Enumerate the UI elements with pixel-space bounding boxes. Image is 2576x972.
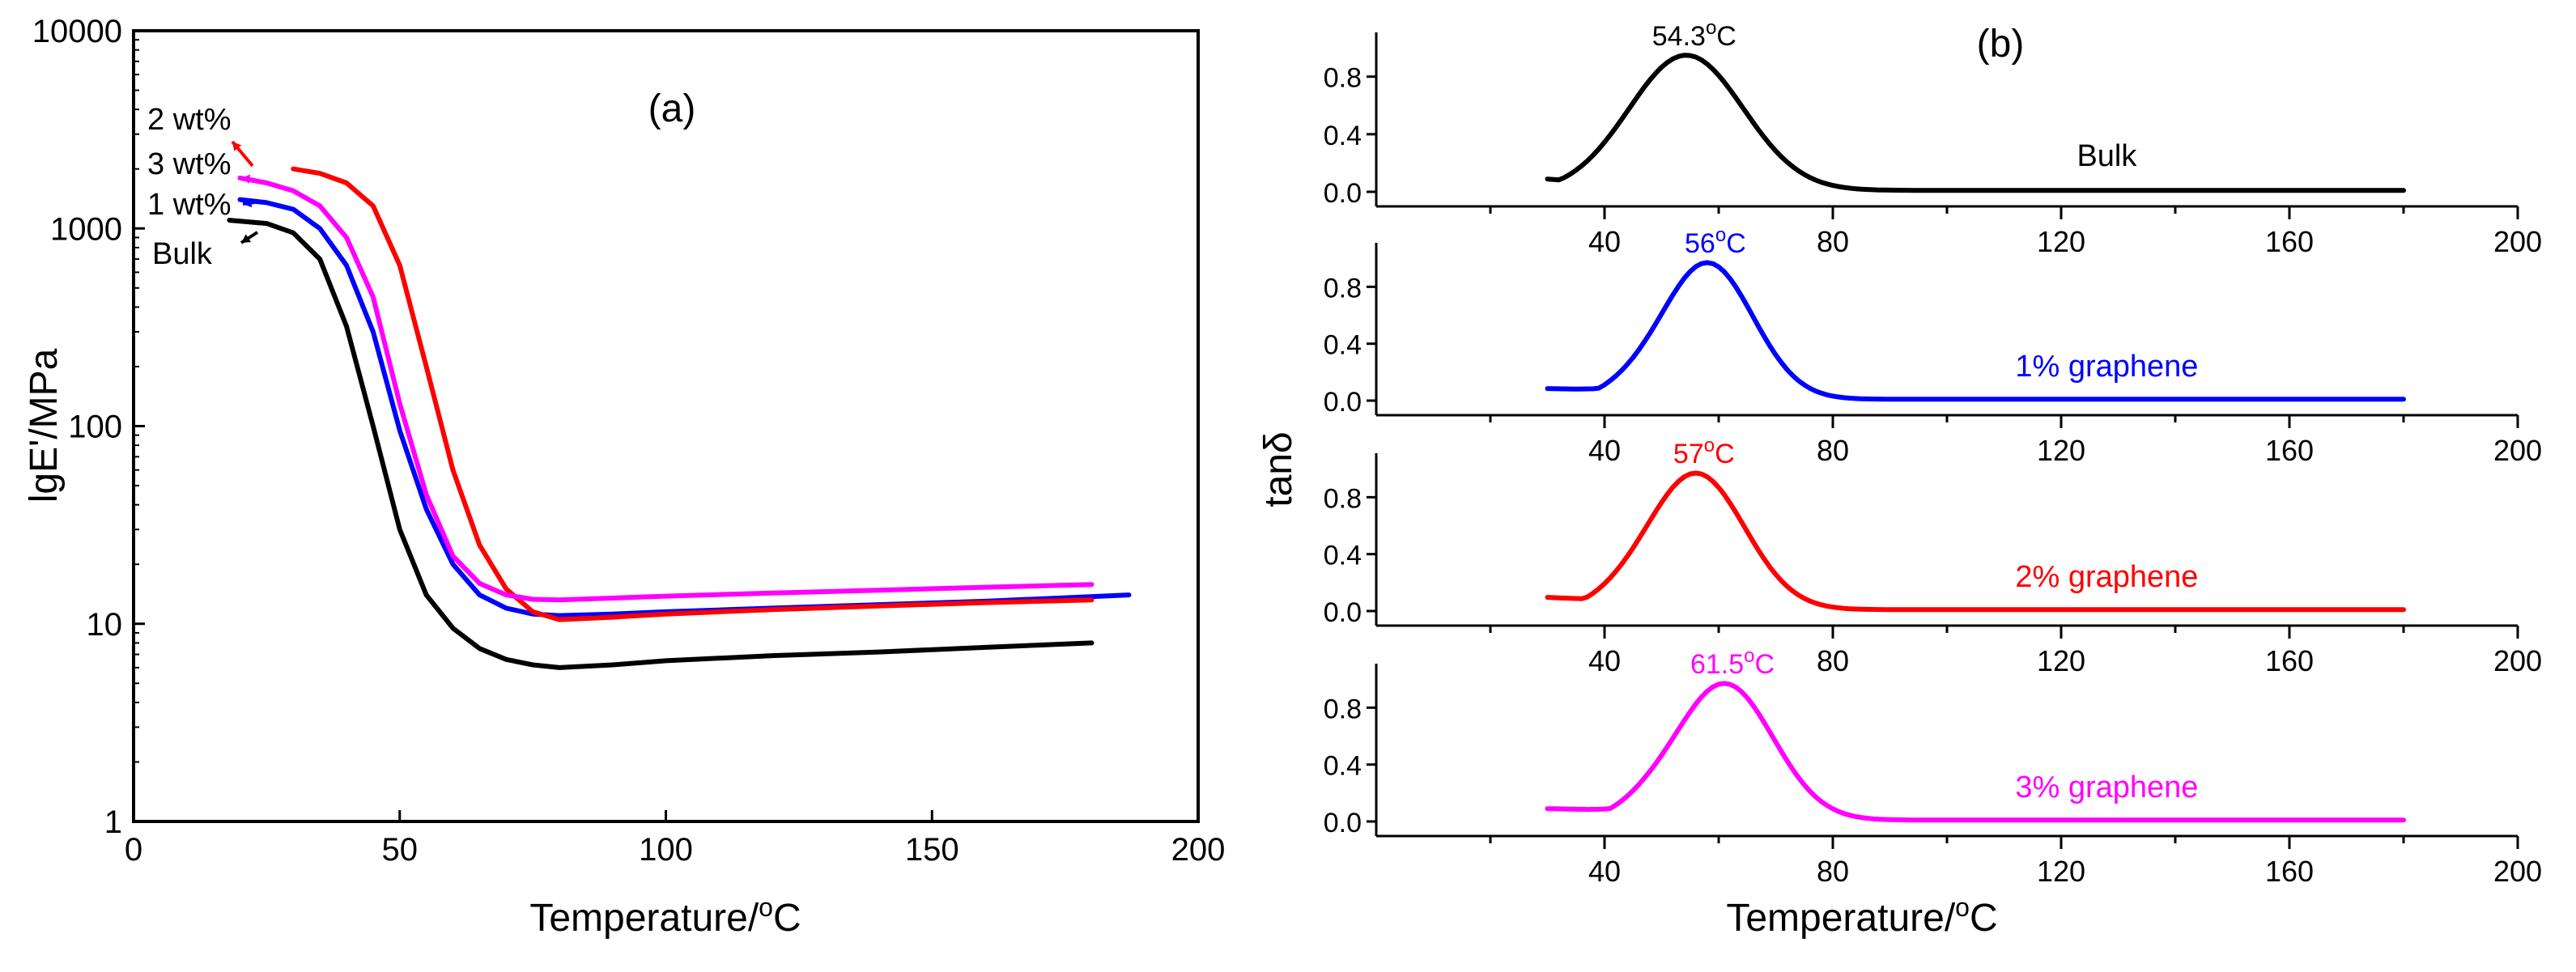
annotation-label-a: Bulk: [152, 237, 213, 271]
series-name-b: 1% graphene: [2015, 350, 2198, 384]
series-line-a: [227, 218, 1095, 670]
x-tick-label-b: 200: [2493, 644, 2542, 677]
y-axis-label-b: tanδ: [1257, 431, 1300, 507]
x-tick-label-a: 200: [1171, 832, 1226, 868]
x-tick-label-b: 40: [1588, 434, 1621, 467]
subplot-b: 0.0 0.4 0.8 40 80 120 160 200 56oC 1% graphene: [1324, 224, 2542, 467]
axes-a: 0 50 100 150 200 1 10 100 1000 10000: [32, 14, 1226, 868]
panel-a: (a) 0 50 100 150 200 1 10 100 1000 10000 2 wt% 3 w…: [23, 14, 1225, 940]
y-tick-label-b: 0.0: [1324, 597, 1362, 628]
x-tick-label-a: 0: [125, 832, 142, 868]
peak-label-b: 54.3oC: [1652, 17, 1736, 52]
x-tick-label-b: 120: [2037, 434, 2085, 467]
series-line-a: [237, 175, 1095, 603]
x-tick-label-b: 40: [1588, 644, 1621, 677]
y-tick-label-b: 0.4: [1324, 751, 1362, 782]
y-tick-label-b: 0.8: [1324, 483, 1362, 514]
x-tick-label-b: 40: [1588, 855, 1621, 888]
y-tick-label-b: 0.0: [1324, 808, 1362, 838]
series-line-a: [291, 166, 1095, 622]
annotation-label-a: 1 wt%: [147, 188, 231, 222]
y-tick-label-b: 0.0: [1324, 178, 1362, 209]
peak-label-b: 57oC: [1673, 435, 1735, 469]
x-tick-label-a: 150: [905, 832, 959, 868]
panel-label-b: (b): [1977, 23, 2025, 66]
subplot-b: 0.0 0.4 0.8 40 80 120 160 200 61.5oC 3% graphene: [1324, 645, 2542, 888]
tan-delta-curve: [1545, 470, 2406, 613]
tan-delta-curve: [1545, 260, 2406, 402]
x-tick-label-b: 160: [2265, 434, 2314, 467]
x-tick-label-a: 100: [639, 832, 693, 868]
x-tick-label-b: 200: [2493, 434, 2542, 467]
x-tick-label-b: 200: [2493, 225, 2542, 258]
annotations-a: 2 wt% 3 wt% 1 wt% Bulk: [147, 103, 259, 271]
x-tick-label-b: 40: [1588, 225, 1621, 258]
x-tick-label-b: 120: [2037, 225, 2085, 258]
y-tick-label-b: 0.0: [1324, 387, 1362, 418]
y-tick-label-b: 0.4: [1324, 541, 1362, 571]
x-tick-label-b: 80: [1817, 644, 1849, 677]
x-tick-label-b: 200: [2493, 855, 2542, 888]
panel-label-a: (a): [648, 87, 696, 130]
y-tick-label-b: 0.8: [1324, 63, 1362, 94]
y-tick-label-a: 10: [87, 607, 123, 643]
y-tick-label-a: 1000: [50, 211, 122, 247]
y-tick-label-b: 0.4: [1324, 330, 1362, 361]
subplot-b: 0.0 0.4 0.8 40 80 120 160 200 57oC 2% graphene: [1324, 435, 2542, 677]
y-tick-label-b: 0.8: [1324, 273, 1362, 303]
series-name-b: 2% graphene: [2015, 560, 2198, 594]
annotation-label-a: 3 wt%: [147, 147, 231, 181]
annotation-arrowhead-a: [241, 234, 251, 243]
x-tick-label-b: 80: [1817, 855, 1849, 888]
x-tick-label-b: 160: [2265, 225, 2314, 258]
tan-delta-curve: [1545, 681, 2406, 823]
series-name-b: 3% graphene: [2015, 770, 2198, 804]
series-line-a: [237, 197, 1132, 618]
tan-delta-curve: [1545, 53, 2406, 193]
y-tick-label-b: 0.4: [1324, 121, 1362, 151]
y-axis-label-a: lgE'/MPa: [23, 348, 66, 503]
y-tick-label-a: 100: [68, 410, 122, 445]
y-tick-label-b: 0.8: [1324, 694, 1362, 724]
series-group-a: [227, 166, 1132, 670]
series-name-b: Bulk: [2077, 139, 2137, 173]
y-tick-label-a: 10000: [32, 14, 122, 49]
x-tick-label-b: 80: [1817, 434, 1849, 467]
annotation-arrowhead-a: [243, 197, 253, 208]
x-tick-label-b: 120: [2037, 644, 2085, 677]
x-tick-label-b: 80: [1817, 225, 1849, 258]
x-tick-label-b: 120: [2037, 855, 2085, 888]
x-axis-label-a: Temperature/oC: [529, 893, 801, 940]
panel-b: (b) 0.00.40.840 80 120 160 20054.3oCBulk0.00…: [1257, 17, 2542, 940]
peak-label-b: 56oC: [1685, 224, 1746, 259]
subplots-b: 0.00.40.840 80 120 160 20054.3oCBulk0.00.40.…: [1324, 17, 2542, 888]
x-tick-label-b: 160: [2265, 855, 2314, 888]
plot-frame-a: [132, 29, 1200, 823]
annotation-arrowhead-a: [232, 142, 242, 151]
y-tick-label-a: 1: [104, 804, 122, 840]
annotation-arrowhead-a: [241, 174, 251, 184]
peak-label-b: 61.5oC: [1690, 645, 1775, 680]
x-tick-label-b: 160: [2265, 644, 2314, 677]
x-axis-label-b: Temperature/oC: [1726, 893, 1997, 940]
subplot-b: 0.0 0.4 0.8 40 80 120 160 200 54.3oC Bulk: [1324, 17, 2542, 258]
annotation-label-a: 2 wt%: [147, 103, 231, 137]
x-tick-label-a: 50: [382, 832, 419, 868]
